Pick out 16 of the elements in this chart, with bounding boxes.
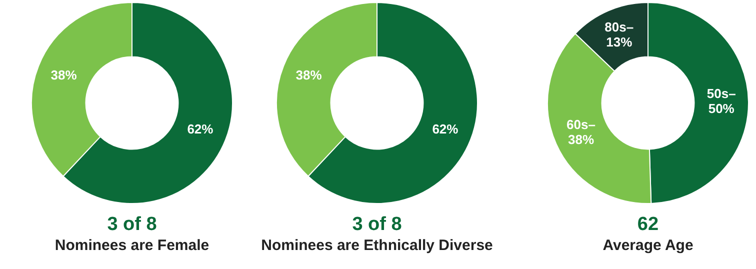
data-label: 62% [187,122,214,137]
data-label: 38% [296,68,322,83]
data-label: 38% [568,132,594,147]
text: Average Age [602,236,694,256]
data-label: 50% [708,100,735,116]
slice-label: 60s– [566,116,596,132]
data-label: 13% [606,34,633,50]
data-label: 38% [50,68,78,83]
text: 3 of 8 [106,214,158,236]
text: Nominees are Ethnically Diverse [260,236,494,256]
text: 3 of 8 [351,214,403,236]
slice-label: 80s– [604,20,634,35]
text: 62 [636,214,660,236]
data-label: 62% [432,122,459,137]
slice-label: 50s– [706,86,736,101]
text: Nominees are Female [54,236,210,256]
